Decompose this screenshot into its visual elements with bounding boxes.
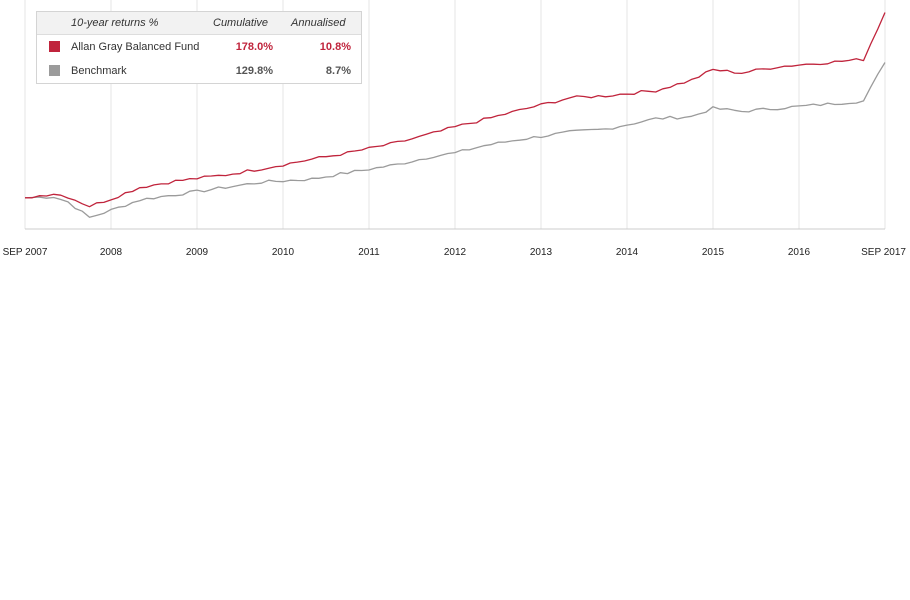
fund-name: Allan Gray Balanced Fund bbox=[71, 41, 200, 53]
benchmark-swatch bbox=[49, 65, 60, 76]
legend-header: 10-year returns % Cumulative Annualised bbox=[37, 12, 361, 35]
x-axis-ticks: SEP 2007 2008 2009 2010 2011 2012 2013 2014 2015… bbox=[3, 247, 907, 258]
legend-col-annualised: Annualised bbox=[291, 17, 346, 29]
fund-cumulative: 178.0% bbox=[235, 41, 273, 53]
fund-annualised: 10.8% bbox=[319, 41, 351, 53]
x-tick-label: 2008 bbox=[100, 247, 123, 258]
legend-row-fund: Allan Gray Balanced Fund 178.0% 10.8% bbox=[37, 35, 361, 59]
series-line-allan-gray-balanced-fund bbox=[25, 12, 886, 208]
x-tick-label: 2014 bbox=[616, 247, 639, 258]
x-tick-label: 2011 bbox=[358, 247, 380, 258]
series-line-benchmark bbox=[24, 62, 886, 218]
legend-title: 10-year returns % bbox=[71, 17, 159, 29]
benchmark-name: Benchmark bbox=[71, 65, 127, 77]
x-tick-label: 2013 bbox=[530, 247, 553, 258]
benchmark-annualised: 8.7% bbox=[325, 65, 351, 77]
x-tick-label: 2012 bbox=[444, 247, 467, 258]
legend-row-benchmark: Benchmark 129.8% 8.7% bbox=[37, 59, 361, 83]
x-tick-label: 2010 bbox=[272, 247, 295, 258]
legend-col-cumulative: Cumulative bbox=[213, 17, 269, 29]
x-tick-label: SEP 2007 bbox=[3, 247, 48, 258]
benchmark-cumulative: 129.8% bbox=[235, 65, 273, 77]
x-tick-label: 2015 bbox=[702, 247, 725, 258]
fund-swatch bbox=[49, 41, 60, 52]
x-tick-label: SEP 2017 bbox=[861, 247, 906, 258]
chart: SEP 2007 2008 2009 2010 2011 2012 2013 2014 2015… bbox=[3, 0, 907, 258]
x-tick-label: 2016 bbox=[788, 247, 811, 258]
returns-legend: 10-year returns % Cumulative Annualised … bbox=[36, 11, 362, 84]
series-lines bbox=[24, 12, 886, 218]
x-tick-label: 2009 bbox=[186, 247, 209, 258]
